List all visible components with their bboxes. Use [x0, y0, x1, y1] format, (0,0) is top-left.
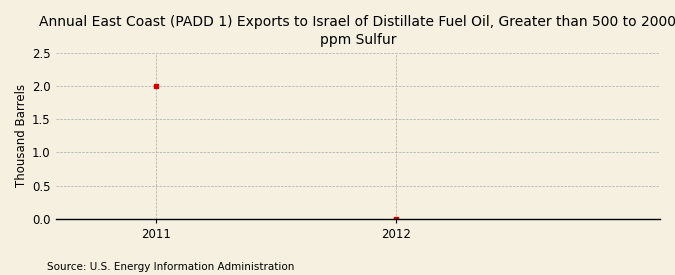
Y-axis label: Thousand Barrels: Thousand Barrels	[15, 84, 28, 187]
Text: Source: U.S. Energy Information Administration: Source: U.S. Energy Information Administ…	[47, 262, 294, 272]
Title: Annual East Coast (PADD 1) Exports to Israel of Distillate Fuel Oil, Greater tha: Annual East Coast (PADD 1) Exports to Is…	[39, 15, 675, 47]
